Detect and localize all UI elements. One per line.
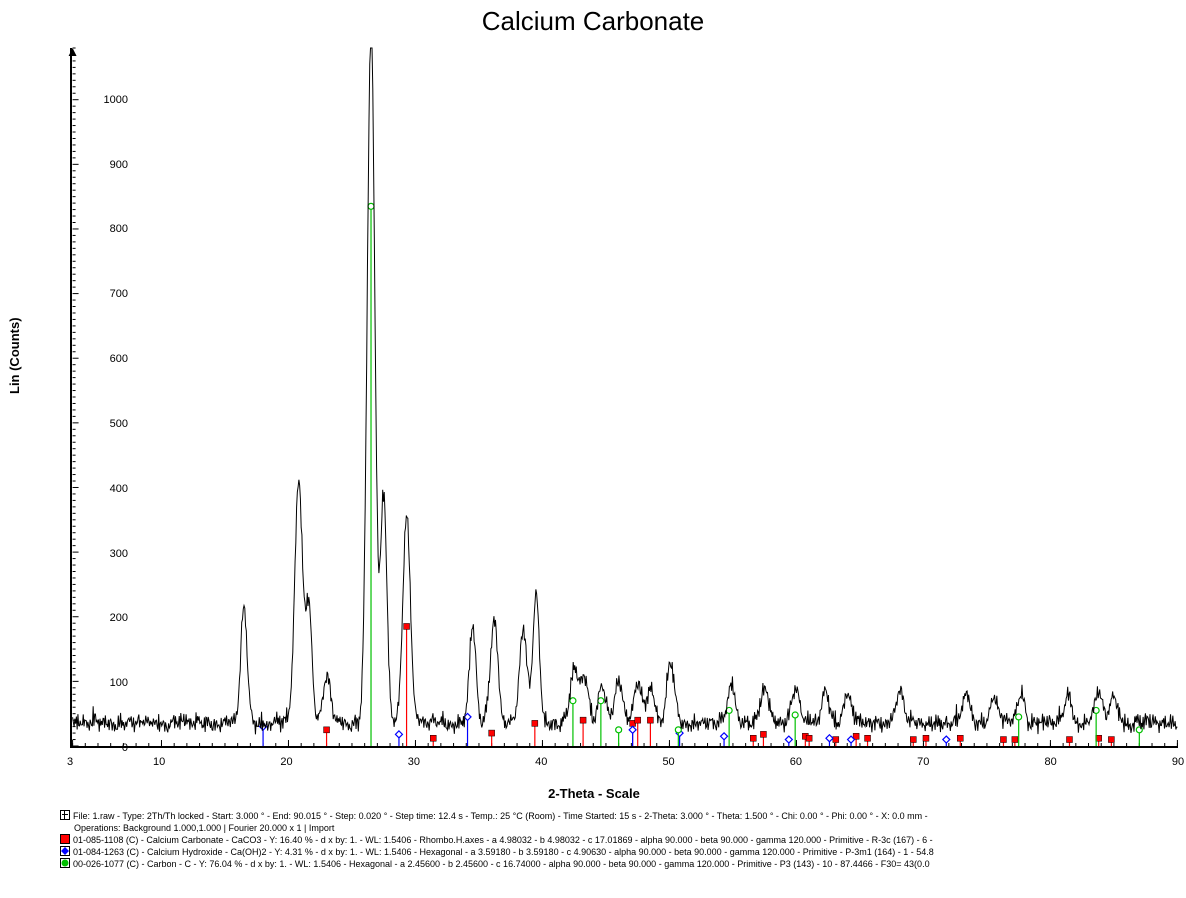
legend-file-text: File: 1.raw - Type: 2Th/Th locked - Star… (73, 810, 928, 822)
x-tick-label: 60 (781, 756, 811, 768)
blue-marker-icon (60, 846, 70, 856)
x-tick-label: 30 (399, 756, 429, 768)
x-tick-label: 90 (1163, 756, 1186, 768)
green-marker-icon (60, 858, 70, 868)
y-axis-label: Lin (Counts) (7, 317, 22, 394)
file-marker-icon (60, 810, 70, 820)
legend-red: 01-085-1108 (C) - Calcium Carbonate - Ca… (60, 834, 1178, 846)
y-tick-label: 600 (73, 353, 128, 365)
x-axis-label: 2-Theta - Scale (8, 786, 1180, 801)
legend-green: 00-026-1077 (C) - Carbon - C - Y: 76.04 … (60, 858, 1178, 870)
x-tick-label: 40 (526, 756, 556, 768)
x-tick-label: 80 (1036, 756, 1066, 768)
legend-red-text: 01-085-1108 (C) - Calcium Carbonate - Ca… (73, 834, 933, 846)
plot-area (70, 48, 1178, 748)
y-tick-label: 100 (73, 677, 128, 689)
y-tick-label: 200 (73, 612, 128, 624)
red-marker-icon (60, 834, 70, 844)
legend-file: File: 1.raw - Type: 2Th/Th locked - Star… (60, 810, 1178, 822)
legend-ops-text: Operations: Background 1.000,1.000 | Fou… (74, 822, 1178, 834)
x-tick-label: 3 (55, 756, 85, 768)
y-tick-label: 800 (73, 223, 128, 235)
legend-block: File: 1.raw - Type: 2Th/Th locked - Star… (60, 810, 1178, 870)
y-tick-label: 900 (73, 159, 128, 171)
x-tick-label: 50 (654, 756, 684, 768)
plot-svg (72, 48, 1178, 746)
y-tick-label: 300 (73, 548, 128, 560)
y-tick-label: 400 (73, 483, 128, 495)
x-tick-label: 70 (908, 756, 938, 768)
chart-area: Lin (Counts) 2-Theta - Scale 0 100 200 300 4… (8, 44, 1180, 804)
chart-title: Calcium Carbonate (0, 6, 1186, 37)
y-tick-label: 0 (73, 742, 128, 754)
x-tick-label: 20 (272, 756, 302, 768)
legend-blue-text: 01-084-1263 (C) - Calcium Hydroxide - Ca… (73, 846, 934, 858)
y-tick-label: 500 (73, 418, 128, 430)
legend-green-text: 00-026-1077 (C) - Carbon - C - Y: 76.04 … (73, 858, 930, 870)
y-tick-label: 1000 (73, 94, 128, 106)
x-tick-label: 10 (144, 756, 174, 768)
legend-blue: 01-084-1263 (C) - Calcium Hydroxide - Ca… (60, 846, 1178, 858)
y-tick-label: 700 (73, 288, 128, 300)
